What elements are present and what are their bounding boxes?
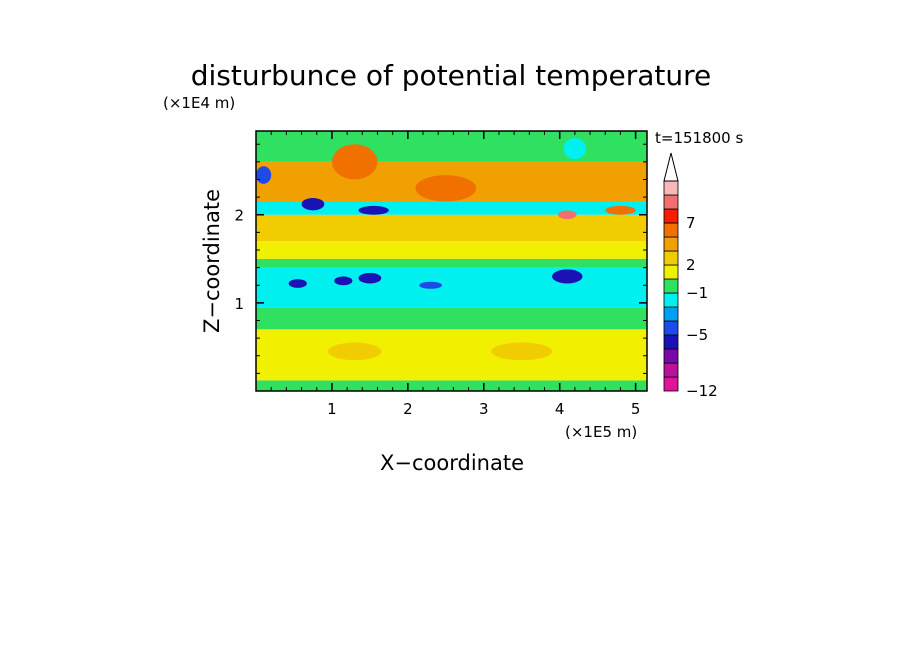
time-label: t=151800 s [655, 129, 743, 147]
colorbar-tick-label: −1 [686, 284, 708, 302]
contour-patch [563, 138, 587, 160]
contour-patch [552, 269, 583, 284]
contour-patch [301, 197, 325, 211]
contour-band [256, 320, 647, 330]
y-tick-label: 1 [234, 295, 244, 313]
contour-patch [334, 276, 353, 286]
colorbar-extend-arrow [663, 152, 679, 182]
chart-title: disturbunce of potential temperature [191, 59, 712, 92]
x-tick-label: 2 [403, 400, 413, 418]
contour-band [256, 201, 647, 215]
x-tick-label: 4 [555, 400, 565, 418]
contour-band [256, 131, 647, 162]
contour-patch [358, 205, 389, 215]
plot-frame [255, 130, 648, 392]
colorbar-swatch [663, 222, 679, 238]
colorbar-swatch [663, 292, 679, 308]
colorbar-swatch [663, 348, 679, 364]
colorbar: −12−5−127 [663, 152, 718, 400]
plot-area [256, 131, 647, 391]
contour-band [256, 380, 647, 391]
contour-patch [256, 166, 272, 184]
x-tick-label: 3 [479, 400, 489, 418]
contour-patch [419, 281, 443, 289]
contour-band [256, 329, 647, 381]
colorbar-tick-label: −12 [686, 382, 718, 400]
contour-patch [605, 205, 636, 215]
colorbar-swatch [663, 320, 679, 336]
colorbar-swatch [663, 250, 679, 266]
contour-patch [415, 175, 477, 202]
colorbar-swatch [663, 194, 679, 210]
colorbar-swatch [663, 180, 679, 196]
y-scale-label: (×1E4 m) [163, 94, 235, 112]
contour-patch [558, 210, 577, 220]
contour-band [256, 267, 647, 308]
colorbar-swatch [663, 306, 679, 322]
colorbar-tick-label: 7 [686, 214, 696, 232]
contour-patch [328, 342, 382, 361]
contour-patch [288, 279, 307, 288]
contour-patch [491, 342, 553, 361]
colorbar-swatch [663, 334, 679, 350]
colorbar-swatch [663, 208, 679, 224]
colorbar-swatch [663, 362, 679, 378]
colorbar-tick-label: −5 [686, 326, 708, 344]
contour-band [256, 307, 647, 321]
axis-ticks: 1 2 3 4 5 1 2 [234, 131, 647, 418]
y-tick-label: 2 [234, 207, 244, 225]
x-scale-label: (×1E5 m) [565, 423, 637, 441]
colorbar-swatch [663, 376, 679, 392]
x-tick-label: 1 [327, 400, 337, 418]
contour-patch [331, 144, 378, 180]
contour-band [256, 241, 647, 259]
contour-band [256, 214, 647, 242]
y-axis-label: Z−coordinate [200, 189, 224, 333]
colorbar-swatch [663, 264, 679, 280]
colorbar-swatch [663, 236, 679, 252]
contour-patch [358, 272, 382, 284]
contour-band [256, 258, 647, 268]
colorbar-tick-label: 2 [686, 256, 696, 274]
colorbar-swatch [663, 278, 679, 294]
x-tick-label: 5 [631, 400, 641, 418]
x-axis-label: X−coordinate [380, 451, 524, 475]
